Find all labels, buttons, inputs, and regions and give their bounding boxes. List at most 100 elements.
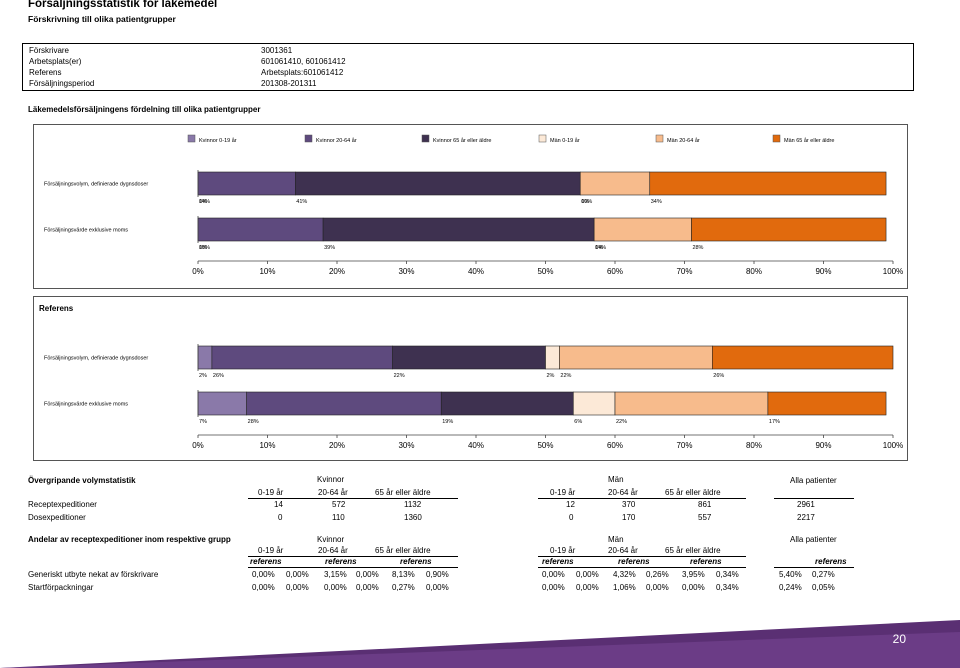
x-tick-label: 80% [746, 267, 762, 276]
category-label: Försäljningsvolym, definierade dygnsdose… [44, 182, 148, 188]
age-header: 65 år eller äldre [665, 546, 721, 555]
age-header: 0-19 år [550, 488, 576, 497]
bar-segment [440, 391, 574, 416]
value-cell: 0,00% [252, 570, 275, 579]
legend-swatch [538, 134, 547, 143]
value-cell: 0 [569, 513, 574, 522]
data-label: 39% [324, 245, 335, 251]
data-label: 0% [595, 245, 603, 251]
shares-heading: Andelar av receptexpeditioner inom respe… [28, 535, 231, 544]
distribution-chart: Kvinnor 0-19 år Kvinnor 20-64 år Kvinnor 6… [44, 134, 903, 276]
value-cell: 557 [698, 513, 712, 522]
value-cell: 2961 [797, 500, 815, 509]
data-label: 34% [651, 199, 662, 205]
data-label: 0% [199, 245, 207, 251]
bar-segment [593, 217, 692, 242]
data-label: 28% [248, 419, 259, 425]
value-cell: 0,00% [324, 583, 347, 592]
info-label: Arbetsplats(er) [29, 57, 82, 66]
data-label: 19% [442, 419, 453, 425]
value-cell: 861 [698, 500, 712, 509]
value-cell: 0,00% [426, 583, 449, 592]
data-label: 22% [616, 419, 627, 425]
value-cell: 0,34% [716, 570, 739, 579]
bar-segment [392, 345, 546, 370]
value-cell: 0,90% [426, 570, 449, 579]
data-label: 14% [595, 245, 606, 251]
value-cell: 0,00% [646, 583, 669, 592]
row-label: Startförpackningar [28, 583, 94, 592]
value-cell: 0,00% [682, 583, 705, 592]
bar-segment [197, 391, 247, 416]
distribution-heading: Läkemedelsförsäljningens fördelning till… [28, 105, 261, 114]
ref-header: referens [325, 557, 357, 566]
age-header: 0-19 år [258, 488, 284, 497]
x-tick-label: 90% [815, 441, 831, 450]
value-cell: 0,00% [356, 570, 379, 579]
age-header: 0-19 år [258, 546, 284, 555]
value-cell: 0 [278, 513, 283, 522]
x-tick-label: 100% [883, 441, 903, 450]
info-label: Förskrivare [29, 46, 70, 55]
bar-segment [545, 345, 560, 370]
value-cell: 370 [622, 500, 636, 509]
bar-segment [572, 391, 616, 416]
bar-segment [614, 391, 769, 416]
ref-header: referens [815, 557, 847, 566]
x-tick-label: 30% [398, 441, 414, 450]
data-label: 22% [394, 373, 405, 379]
x-tick-label: 40% [468, 267, 484, 276]
info-label: Försäljningsperiod [29, 79, 95, 88]
value-cell: 0,24% [779, 583, 802, 592]
value-cell: 0,05% [812, 583, 835, 592]
age-header: 65 år eller äldre [665, 488, 721, 497]
x-tick-label: 100% [883, 267, 903, 276]
x-tick-label: 10% [259, 267, 275, 276]
value-cell: 1132 [404, 500, 422, 509]
value-cell: 0,27% [812, 570, 835, 579]
value-cell: 0,00% [576, 570, 599, 579]
value-cell: 170 [622, 513, 636, 522]
x-tick-label: 70% [676, 267, 692, 276]
value-cell: 0,26% [646, 570, 669, 579]
info-box: Förskrivare 3001361 Arbetsplats(er) 6010… [22, 43, 914, 91]
value-cell: 0,00% [286, 570, 309, 579]
data-label: 6% [574, 419, 582, 425]
value-cell: 0,27% [392, 583, 415, 592]
legend-swatch [655, 134, 664, 143]
category-label: Försäljningsvärde exklusive moms [44, 228, 128, 234]
bar-segment [197, 345, 213, 370]
age-header: 20-64 år [608, 488, 638, 497]
data-label: 17% [769, 419, 780, 425]
category-label: Försäljningsvärde exklusive moms [44, 402, 128, 408]
x-tick-label: 60% [607, 267, 623, 276]
page-subtitle: Förskrivning till olika patientgrupper [28, 14, 176, 24]
reference-chart-frame [33, 296, 908, 461]
bar-segment [197, 217, 324, 242]
ref-header: referens [250, 557, 282, 566]
age-header: 20-64 år [318, 546, 348, 555]
data-label: 2% [547, 373, 555, 379]
volume-heading: Övergripande volymstatistik [28, 476, 136, 485]
age-header: 65 år eller äldre [375, 546, 431, 555]
legend-swatch [304, 134, 313, 143]
group-women-header: Kvinnor [317, 475, 345, 484]
bar-segment [711, 345, 894, 370]
x-tick-label: 70% [676, 441, 692, 450]
data-label: 26% [213, 373, 224, 379]
legend-label: Män 0-19 år [550, 137, 580, 144]
value-cell: 0,00% [542, 570, 565, 579]
bar-segment [322, 217, 595, 242]
bar-segment [197, 171, 296, 196]
group-men-header: Män [608, 535, 624, 544]
value-cell: 572 [332, 500, 346, 509]
ref-header: referens [400, 557, 432, 566]
data-label: 28% [692, 245, 703, 251]
x-tick-label: 90% [815, 267, 831, 276]
data-label: 0% [581, 199, 589, 205]
category-label: Försäljningsvolym, definierade dygnsdose… [44, 356, 148, 362]
value-cell: 12 [566, 500, 575, 509]
info-value: 201308-201311 [261, 79, 317, 88]
value-cell: 3,15% [324, 570, 347, 579]
x-tick-label: 30% [398, 267, 414, 276]
